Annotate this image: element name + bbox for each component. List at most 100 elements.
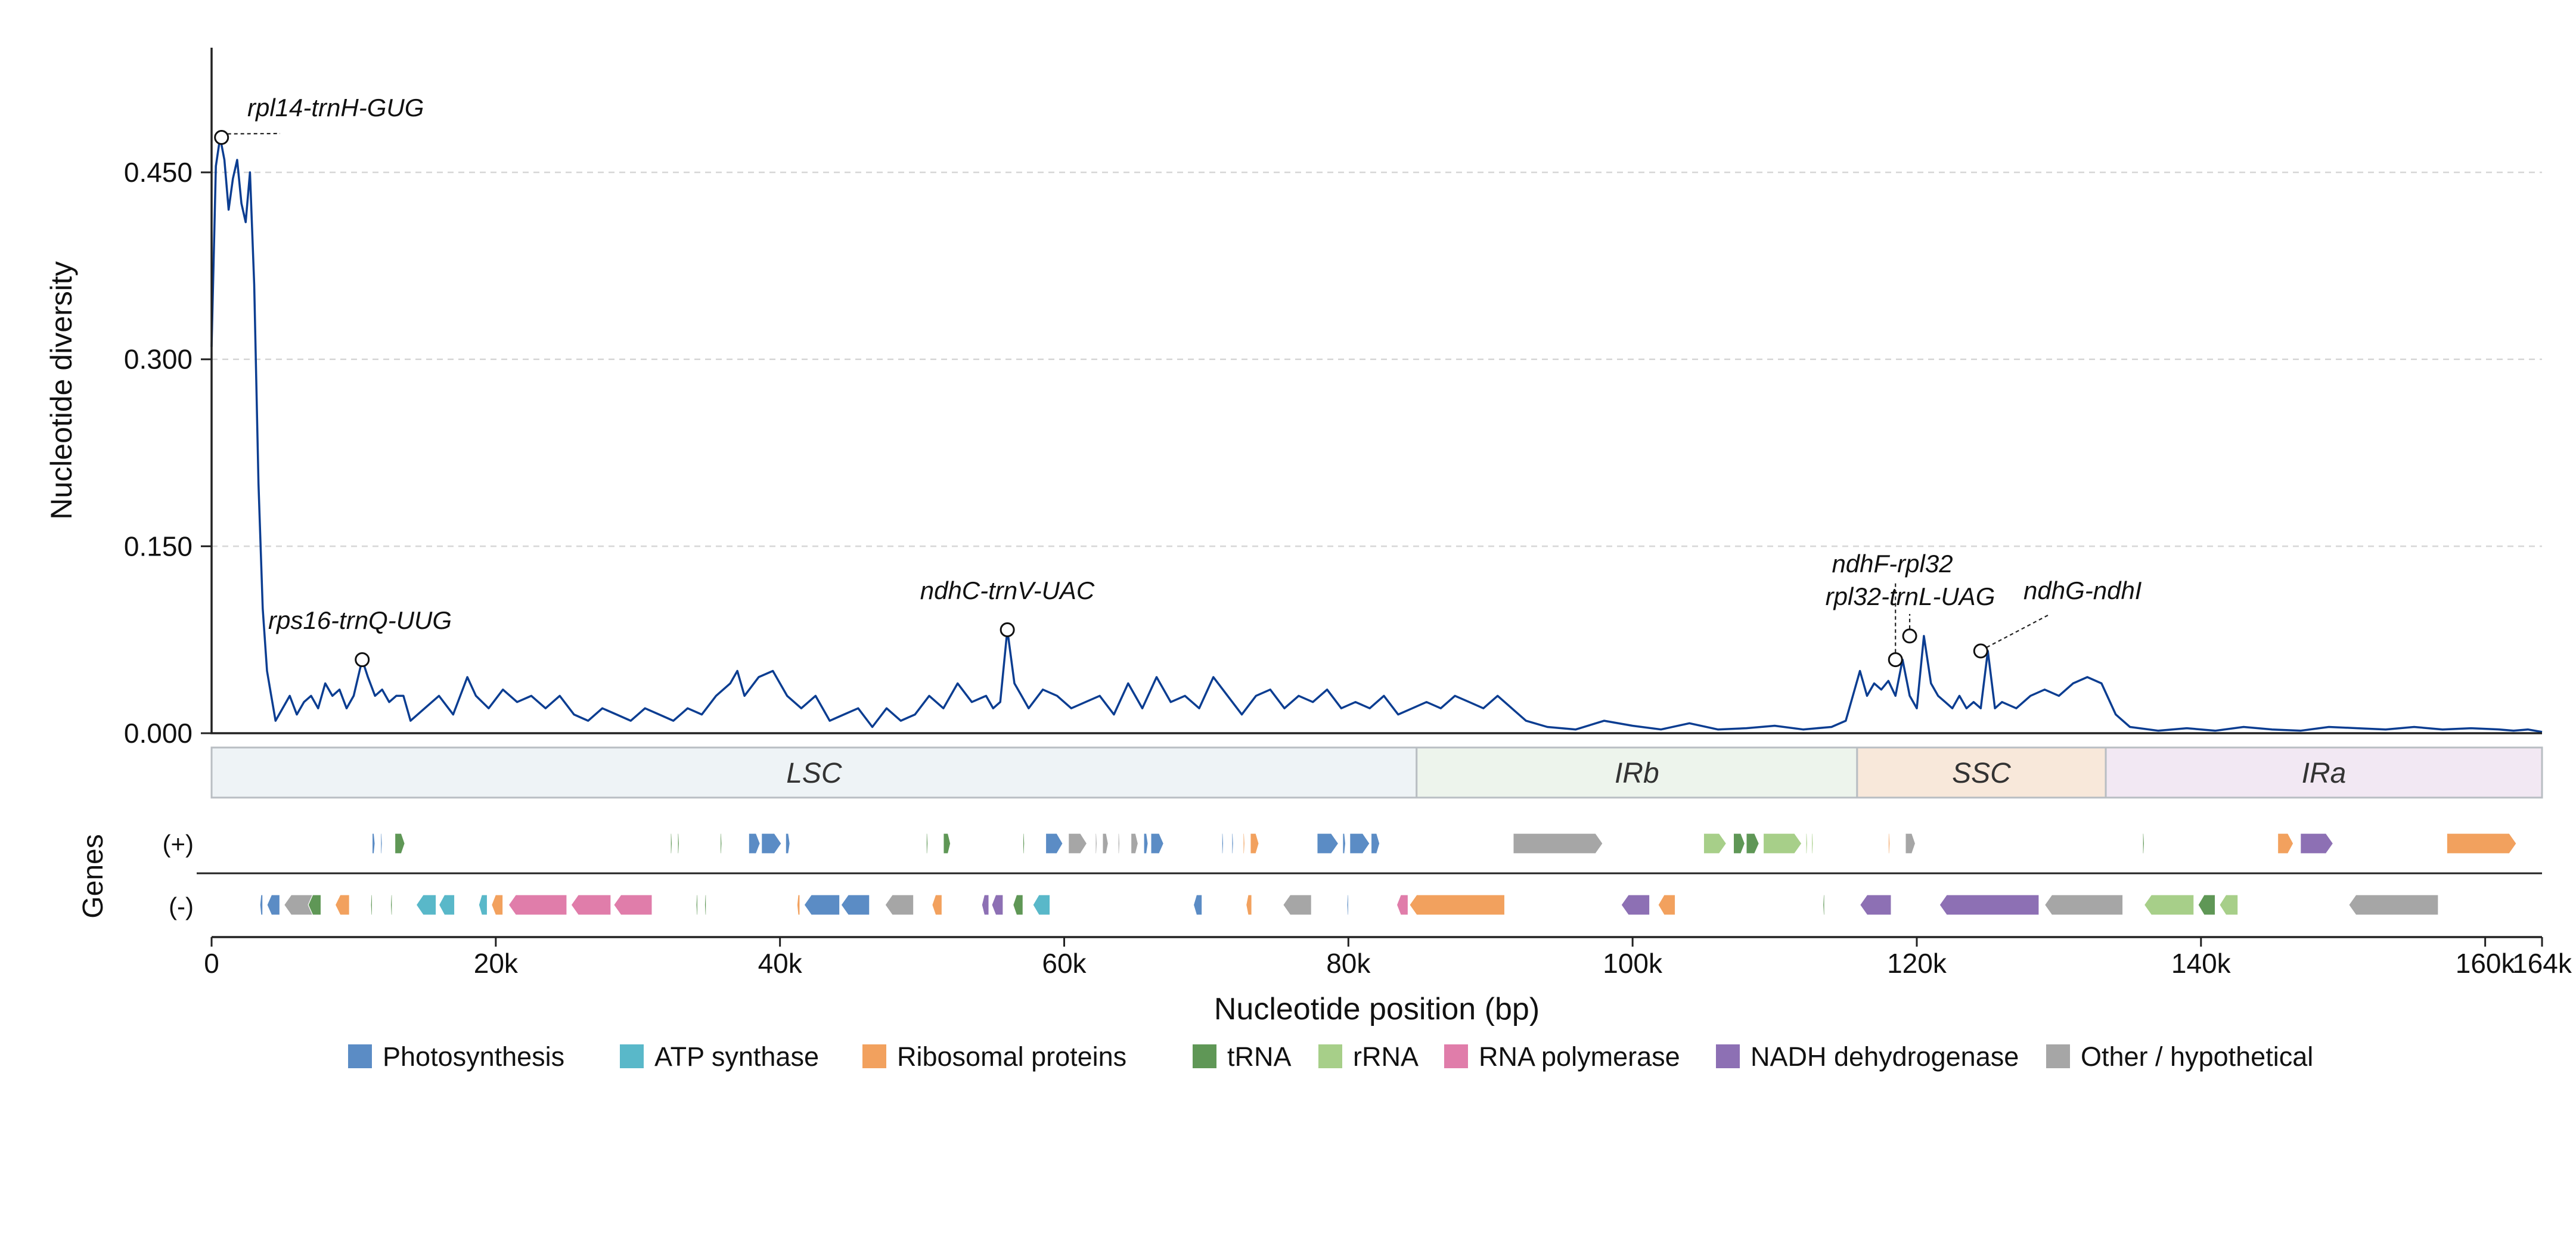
legend-label-rrna: rRNA [1353,1041,1419,1072]
gene-minus-other [2348,894,2439,916]
annotation-marker [1888,652,1903,668]
gene-track [259,833,2517,916]
gene-plus-ribo [1243,833,1245,854]
gene-plus-photo [1370,833,1380,854]
peak-annotations: rpl14-trnH-GUG rps16-trnQ-UUG ndhC-trnV-UA… [214,94,2142,668]
legend-label-atp: ATP synthase [654,1041,819,1072]
gene-plus-rrna [1811,833,1814,854]
gene-minus-rrna [2219,894,2239,916]
region-label: IRb [1615,758,1659,789]
annotation-marker [214,130,229,145]
x-axis-label: Nucleotide position (bp) [1214,992,1540,1026]
gene-plus-rrna [1762,833,1802,854]
gene-minus-trna [2198,894,2216,916]
gene-plus-ndh [2300,833,2334,854]
region-ira [2105,746,2543,799]
gene-plus-ribo [2446,833,2517,854]
annotation-label: ndhF-rpl32 [1832,550,1953,578]
gene-plus-photo [1317,833,1339,854]
gene-minus-atp [415,894,437,916]
annotation-leader [1986,613,2051,648]
gene-plus-ribo [1888,833,1891,854]
gene-minus-ribo [334,894,350,916]
gene-minus-rrna [2143,894,2195,916]
gene-plus-ribo [1250,833,1259,854]
x-tick-label: 140k [2171,948,2232,979]
gene-plus-trna [670,833,673,854]
gene-plus-photo [1221,833,1224,854]
gene-plus-trna [943,833,951,854]
gene-minus-photo [803,894,840,916]
legend-swatch-other [2046,1044,2070,1068]
gene-minus-ndh [1939,894,2040,916]
annotation-marker [355,652,370,668]
x-tick-label: 120k [1887,948,1947,979]
gene-minus-other [1282,894,1312,916]
gene-minus-rnapol [570,894,612,916]
gene-plus-rrna [1805,833,1808,854]
gene-minus-ndh [1621,894,1650,916]
legend-label-rnapol: RNA polymerase [1479,1041,1680,1072]
gene-minus-ribo [796,894,800,916]
gene-minus-photo [840,894,870,916]
strand-plus-label: (+) [163,830,194,858]
gene-minus-trna [370,894,373,916]
gene-minus-photo [1346,894,1349,916]
gene-plus-other [1905,833,1916,854]
y-tick-label: 0.000 [124,718,193,749]
gene-minus-rnapol [508,894,567,916]
y-tick-label: 0.300 [124,344,193,375]
gene-minus-trna [704,894,707,916]
gene-plus-photo [1349,833,1370,854]
gene-minus-ribo [491,894,504,916]
gene-minus-ndh [981,894,989,916]
annotation-marker [1973,643,1988,659]
region-irb [1416,746,1858,799]
legend-swatch-ndh [1716,1044,1740,1068]
gene-plus-trna [1746,833,1759,854]
gene-minus-trna [1013,894,1023,916]
gene-plus-photo [1045,833,1063,854]
axes: Nucleotide diversity Genes (+) (-) Nucle… [45,48,2572,1026]
gene-plus-other [1102,833,1109,854]
gene-minus-atp [478,894,488,916]
gene-minus-atp [438,894,455,916]
legend-label-ndh: NADH dehydrogenase [1751,1041,2019,1072]
gene-plus-trna [677,833,680,854]
gene-plus-photo [1150,833,1165,854]
annotation-label: rpl14-trnH-GUG [247,94,424,122]
x-tick-label: 100k [1603,948,1663,979]
gene-minus-photo [259,894,263,916]
strand-minus-label: (-) [169,892,194,920]
annotation-marker [1902,628,1917,644]
gene-plus-rrna [1703,833,1727,854]
legend-label-ribo: Ribosomal proteins [897,1041,1126,1072]
gene-minus-other [2044,894,2124,916]
gene-plus-other [1118,833,1121,854]
x-tick-label: 0 [204,948,219,979]
gene-plus-trna [1733,833,1746,854]
x-tick-label: 40k [758,948,803,979]
gene-plus-other [1513,833,1603,854]
gene-plus-photo [761,833,782,854]
diversity-line [210,136,2543,733]
gene-minus-other [884,894,914,916]
annotation-label: ndhG-ndhI [2023,576,2142,604]
region-lsc [210,746,1418,799]
y-axis-label: Nucleotide diversity [45,261,78,520]
x-tick-label: 80k [1326,948,1371,979]
legend-label-trna: tRNA [1227,1041,1292,1072]
gene-plus-photo [748,833,761,854]
y-tick-label: 0.150 [124,531,193,562]
gene-minus-ribo [1658,894,1676,916]
x-tick-label: 164k [2512,948,2572,979]
gene-plus-trna [719,833,722,854]
gene-minus-ribo [932,894,943,916]
diversity-line-layer [210,136,2543,733]
region-label: LSC [786,758,842,789]
annotation-label: rps16-trnQ-UUG [268,606,452,634]
gene-plus-trna [1022,833,1025,854]
region-label: SSC [1952,758,2011,789]
